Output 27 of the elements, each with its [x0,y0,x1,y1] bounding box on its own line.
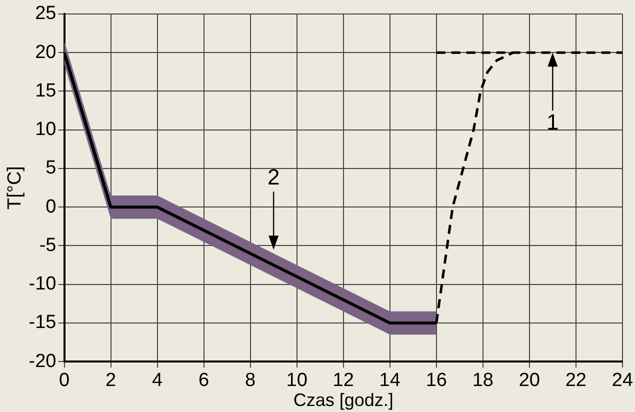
x-tick-label: 16 [426,370,447,392]
x-tick-label: 6 [198,370,210,392]
x-tick-label: 2 [105,370,116,392]
y-tick-label: -5 [39,234,56,256]
x-tick-label: 0 [58,370,70,392]
x-tick-label: 14 [379,370,401,392]
y-tick-label: -15 [28,312,56,334]
x-tick-label: 12 [332,370,354,392]
x-tick-label: 10 [286,370,308,392]
y-tick-label: 0 [46,196,56,218]
x-axis-title: Czas [godz.] [293,390,394,410]
x-tick-label: 22 [565,370,586,392]
x-tick-label: 20 [518,370,540,392]
y-tick-label: -10 [28,274,56,295]
y-tick-label: 10 [35,119,56,140]
y-tick-label: 5 [46,158,56,179]
y-tick-label: -20 [28,350,56,372]
x-tick-label: 24 [612,370,634,392]
y-tick-label: 25 [35,3,56,24]
x-tick-label: 4 [152,370,163,392]
y-tick-label: 20 [35,42,56,63]
annotation: 1 [546,110,559,135]
annotation: 2 [267,164,280,190]
x-tick-label: 8 [245,370,256,392]
x-tick-label: 18 [472,370,494,392]
y-tick-label: 15 [35,80,56,102]
y-axis-title: T[°C] [4,166,26,210]
